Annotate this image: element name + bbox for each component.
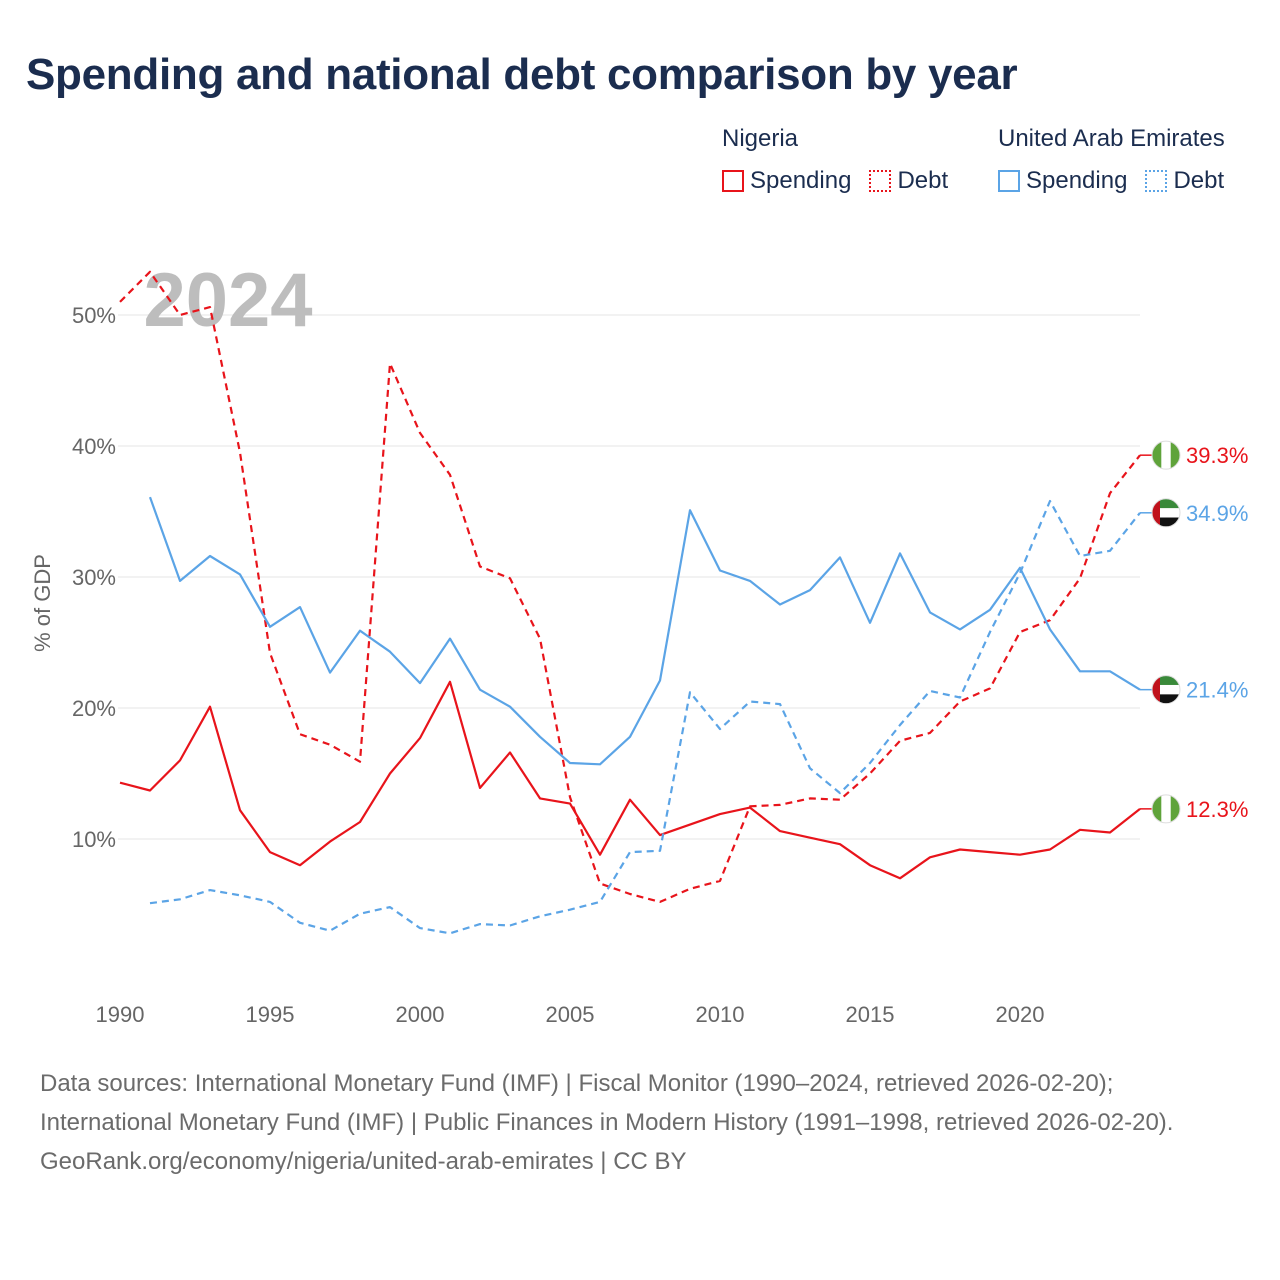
series-lines — [119, 270, 1141, 935]
legend-item-label: Spending — [750, 167, 852, 194]
legend-country-label: Nigeria — [722, 125, 799, 152]
end-labels: 39.3% 34.9% 21.4% 12.3% — [1140, 440, 1248, 824]
x-tick-label: 2015 — [846, 1002, 895, 1027]
x-tick-label: 2020 — [996, 1002, 1045, 1027]
footer: Data sources: International Monetary Fun… — [40, 1064, 1240, 1181]
legend-group-nigeria: Nigeria Spending Debt — [722, 122, 948, 198]
dotted-swatch-icon — [869, 170, 892, 192]
end-value-label: 12.3% — [1186, 797, 1248, 822]
y-axis-label: % of GDP — [30, 554, 55, 652]
y-tick-label: 20% — [72, 696, 116, 721]
y-tick-label: 50% — [72, 303, 116, 328]
series-line-united-arab-emirates-debt — [149, 499, 1141, 935]
x-tick-label: 2005 — [546, 1002, 595, 1027]
y-tick-label: 10% — [72, 827, 116, 852]
legend-item-label: Spending — [1026, 167, 1128, 194]
data-sources: Data sources: International Monetary Fun… — [40, 1070, 1174, 1136]
x-tick-label: 2000 — [396, 1002, 445, 1027]
nigeria-flag-icon — [1151, 440, 1181, 470]
y-tick-label: 30% — [72, 565, 116, 590]
legend-item-nigeria-spending[interactable]: Spending — [722, 164, 851, 198]
x-tick-label: 2010 — [696, 1002, 745, 1027]
end-value-label: 21.4% — [1186, 678, 1248, 703]
legend-group-uae: United Arab Emirates Spending Debt — [998, 122, 1225, 198]
legend-item-label: Debt — [1173, 167, 1225, 194]
nigeria-flag-icon — [1151, 794, 1181, 824]
solid-swatch-icon — [722, 170, 744, 192]
credit-link[interactable]: GeoRank.org/economy/nigeria/united-arab-… — [40, 1148, 687, 1175]
end-value-label: 34.9% — [1186, 501, 1248, 526]
series-line-united-arab-emirates-spending — [148, 496, 1141, 766]
legend-item-uae-spending[interactable]: Spending — [998, 164, 1127, 198]
solid-swatch-icon — [998, 170, 1020, 192]
uae-flag-icon — [1151, 498, 1181, 528]
series-line-nigeria-spending — [119, 680, 1141, 880]
year-watermark: 2024 — [143, 258, 312, 343]
series-line-nigeria-debt — [119, 270, 1141, 904]
y-axis-ticks: 10% 20% 30% 40% 50% — [72, 303, 116, 852]
legend-item-uae-debt[interactable]: Debt — [1145, 164, 1224, 198]
x-tick-label: 1995 — [246, 1002, 295, 1027]
legend-item-nigeria-debt[interactable]: Debt — [869, 164, 948, 198]
x-axis-ticks: 1990 1995 2000 2005 2010 2015 2020 — [96, 1002, 1045, 1027]
legend-item-label: Debt — [897, 167, 949, 194]
chart-title: Spending and national debt comparison by… — [26, 50, 1018, 99]
legend-country-label: United Arab Emirates — [998, 125, 1225, 152]
y-tick-label: 40% — [72, 434, 116, 459]
gridlines — [118, 314, 1140, 840]
end-value-label: 39.3% — [1186, 443, 1248, 468]
x-tick-label: 1990 — [96, 1002, 145, 1027]
uae-flag-icon — [1151, 675, 1181, 705]
line-chart: 2024 10% 20% 30% 40% 50% 1990 1995 2000 2005 201… — [30, 258, 1248, 1027]
dotted-swatch-icon — [1145, 170, 1168, 192]
